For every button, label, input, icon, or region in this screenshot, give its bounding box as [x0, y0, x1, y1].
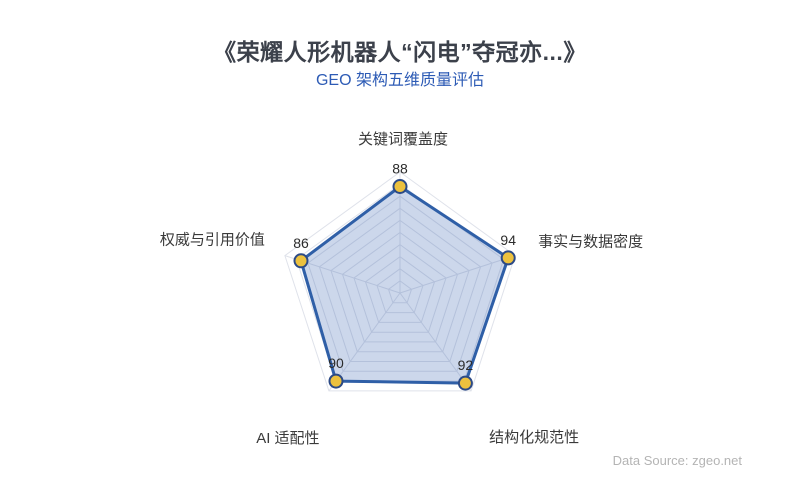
data-point[interactable]	[392, 179, 408, 194]
radar-grid-ring	[330, 219, 470, 353]
data-point[interactable]	[293, 253, 309, 269]
chart-subtitle: GEO 架构五维质量评估	[315, 72, 484, 89]
article-title: 《荣耀人形机器人“闪电”夺冠亦...》	[213, 39, 587, 65]
data-point[interactable]	[328, 373, 344, 389]
data-point-value: 90	[328, 355, 344, 371]
data-point-value: 94	[500, 232, 516, 248]
radar-axis-line	[399, 292, 472, 392]
radar-grid-ring	[376, 268, 424, 314]
radar-axis-label: AI 适配性	[256, 430, 319, 447]
radar-grid-ring	[353, 243, 447, 333]
radar-grid-ring	[318, 207, 482, 362]
data-point-value: 88	[392, 161, 408, 177]
data-point-value: 92	[458, 357, 474, 373]
radar-grid-ring	[364, 256, 436, 323]
radar-axis-label: 关键词覆盖度	[358, 131, 448, 148]
radar-axis-label: 结构化规范性	[489, 429, 579, 446]
radar-series-area[interactable]	[299, 185, 510, 385]
radar-axis-label: 权威与引用价值	[160, 232, 265, 249]
data-point[interactable]	[500, 250, 516, 266]
radar-axis-line	[328, 292, 401, 392]
radar-axis-label: 事实与数据密度	[538, 234, 643, 251]
data-point[interactable]	[457, 375, 473, 391]
radar-grid-ring	[387, 280, 413, 304]
radar-axis-line	[399, 255, 516, 294]
radar-grid-ring	[307, 195, 493, 372]
radar-grid-ring	[284, 171, 516, 392]
data-point-value: 86	[293, 235, 309, 251]
data-source-label: Data Source: zgeo.net	[612, 453, 742, 468]
radar-grid-ring	[341, 231, 459, 343]
